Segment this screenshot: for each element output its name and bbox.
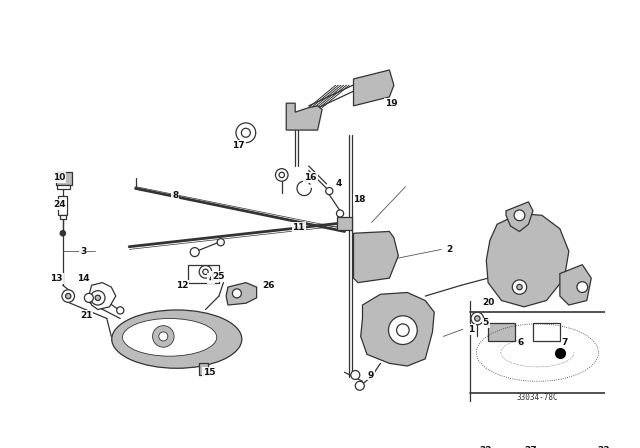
Circle shape [236,123,256,142]
Text: 9: 9 [368,370,374,379]
Text: 24: 24 [53,200,65,209]
Circle shape [512,280,527,294]
Circle shape [326,188,333,195]
Circle shape [84,293,93,302]
Text: 4: 4 [335,179,342,189]
Text: 7: 7 [562,338,568,347]
Text: 1: 1 [468,325,475,334]
Circle shape [65,293,71,299]
Text: 2: 2 [446,245,452,254]
Polygon shape [506,202,533,232]
Circle shape [275,168,288,181]
Text: 6: 6 [518,338,524,347]
Circle shape [95,295,100,301]
Text: 22: 22 [479,446,492,448]
Polygon shape [89,283,116,310]
Text: 23: 23 [598,446,610,448]
Circle shape [116,307,124,314]
Bar [199,363,208,375]
Text: 11: 11 [292,224,305,233]
Polygon shape [560,265,591,305]
Circle shape [355,381,364,390]
Circle shape [471,312,484,325]
Circle shape [217,239,225,246]
Text: 20: 20 [483,298,495,307]
Circle shape [516,284,522,290]
Bar [488,323,515,341]
Text: 14: 14 [77,274,90,283]
Polygon shape [353,70,394,106]
Text: 13: 13 [51,274,63,283]
Circle shape [351,370,360,379]
Text: 25: 25 [212,272,224,281]
Bar [337,217,352,230]
Text: 21: 21 [80,311,92,320]
Bar [533,323,560,341]
Text: 8: 8 [172,191,179,200]
Polygon shape [486,214,569,307]
Ellipse shape [122,319,217,356]
Circle shape [91,291,105,305]
Circle shape [577,282,588,293]
Text: 27: 27 [524,446,536,448]
Text: 16: 16 [304,173,317,182]
Circle shape [475,316,480,321]
Circle shape [388,316,417,345]
Circle shape [203,269,208,275]
Circle shape [241,128,250,137]
Circle shape [337,210,344,217]
Text: 33034-78C: 33034-78C [516,393,558,402]
Circle shape [190,248,199,257]
Ellipse shape [112,310,242,368]
Bar [58,196,67,215]
Polygon shape [361,293,435,366]
Text: 10: 10 [53,173,65,182]
Circle shape [199,266,212,278]
Text: 3: 3 [80,247,86,256]
Polygon shape [226,283,257,305]
Circle shape [279,172,284,178]
Text: 18: 18 [353,195,366,204]
Text: 26: 26 [262,281,275,290]
Circle shape [159,332,168,341]
Bar [58,185,70,190]
Text: 4: 4 [208,274,214,283]
Circle shape [232,289,241,298]
Text: 5: 5 [483,319,489,327]
Polygon shape [286,103,322,130]
Text: 17: 17 [232,141,245,150]
Circle shape [514,210,525,221]
Circle shape [397,324,409,336]
Circle shape [62,290,74,302]
Bar [60,215,65,219]
Text: 12: 12 [176,281,188,290]
Polygon shape [353,232,398,283]
Text: 19: 19 [385,99,397,108]
Circle shape [60,231,65,236]
Circle shape [152,326,174,347]
Bar [56,172,72,185]
Text: 15: 15 [203,368,215,377]
